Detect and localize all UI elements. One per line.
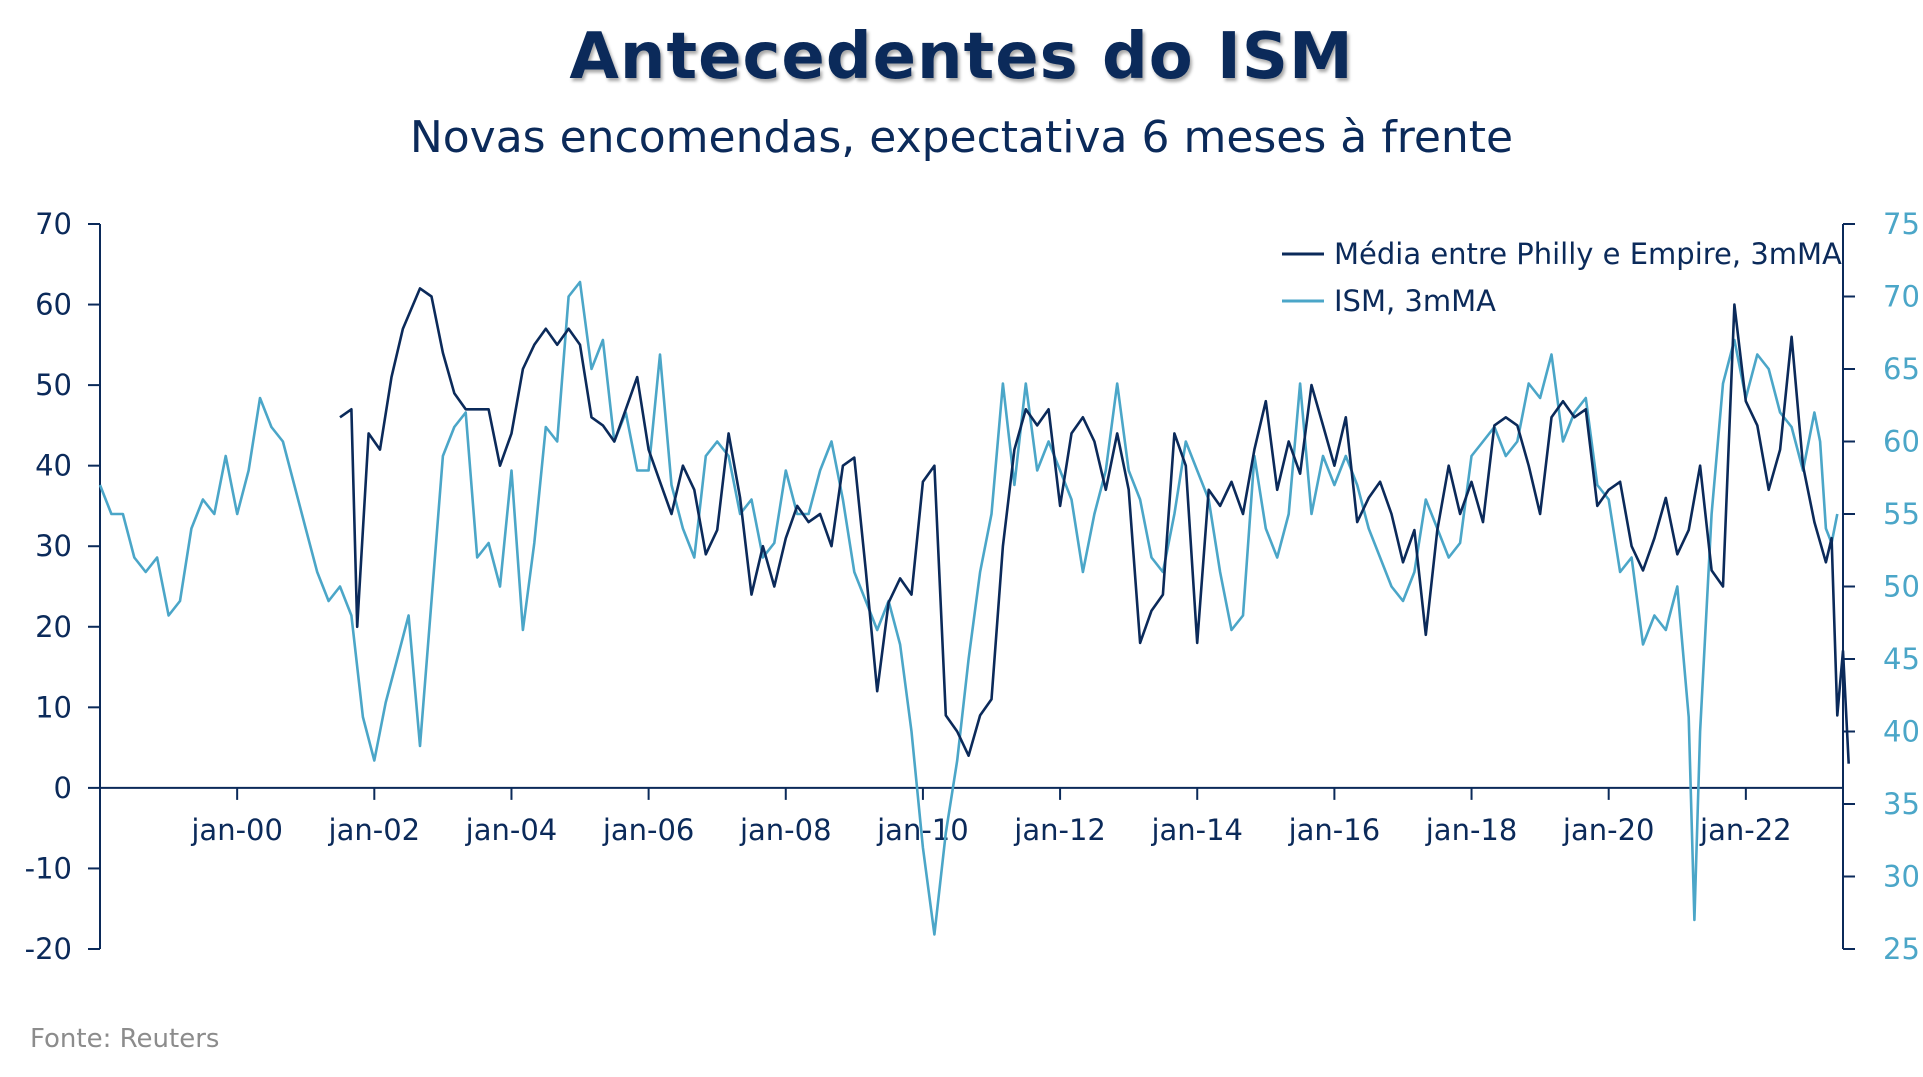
- y-right-tick-label: 50: [1883, 570, 1920, 604]
- series-layer: [98, 280, 1850, 936]
- source-note: Fonte: Reuters: [30, 1024, 220, 1054]
- y-left-tick-label: 50: [35, 368, 72, 402]
- chart-subtitle: Novas encomendas, expectativa 6 meses à …: [409, 112, 1514, 163]
- y-right-tick-label: 45: [1883, 642, 1920, 676]
- y-left-tick-label: -10: [25, 851, 72, 885]
- chart-legend: Média entre Philly e Empire, 3mMA ISM, 3…: [1282, 237, 1842, 318]
- y-right-tick-label: 70: [1883, 280, 1920, 314]
- x-tick-label: jan-02: [328, 813, 421, 847]
- x-tick-label: jan-08: [739, 813, 832, 847]
- y-left-tick-label: 40: [35, 449, 72, 483]
- y-right-tick-label: 75: [1883, 207, 1920, 241]
- y-left-tick-label: -20: [25, 932, 72, 966]
- series-line-1: [339, 287, 1850, 764]
- y-right-tick-label: 65: [1883, 352, 1920, 386]
- y-right-tick-label: 40: [1883, 715, 1920, 749]
- x-tick-label: jan-14: [1150, 813, 1243, 847]
- y-left-tick-label: 60: [35, 288, 72, 322]
- chart-axes: 70 60 50 40 30 20 10 0 -10 -20 75 70 65 60 55 50 45 40 35 3…: [25, 207, 1920, 966]
- x-tick-label: jan-22: [1699, 813, 1792, 847]
- x-tick-label: jan-20: [1562, 813, 1655, 847]
- y-right-tick-label: 30: [1883, 860, 1920, 894]
- x-tick-label: jan-00: [190, 813, 283, 847]
- x-tick-label: jan-18: [1425, 813, 1518, 847]
- legend-label-series-1: Média entre Philly e Empire, 3mMA: [1334, 237, 1842, 271]
- series-line-2: [98, 280, 1839, 936]
- x-tick-label: jan-04: [465, 813, 558, 847]
- y-left-tick-label: 70: [35, 207, 72, 241]
- y-right-tick-label: 25: [1883, 932, 1920, 966]
- y-right-tick-label: 55: [1883, 497, 1920, 531]
- y-left-tick-label: 10: [35, 690, 72, 724]
- y-right-tick-label: 60: [1883, 425, 1920, 459]
- y-left-tick-label: 30: [35, 529, 72, 563]
- y-right-tick-label: 35: [1883, 787, 1920, 821]
- y-left-tick-label: 20: [35, 610, 72, 644]
- x-tick-label: jan-12: [1013, 813, 1106, 847]
- x-tick-label: jan-06: [602, 813, 695, 847]
- x-tick-label: jan-16: [1288, 813, 1381, 847]
- y-left-tick-label: 0: [54, 771, 72, 805]
- chart-title: Antecedentes do ISM: [569, 20, 1354, 94]
- legend-label-series-2: ISM, 3mMA: [1334, 284, 1496, 318]
